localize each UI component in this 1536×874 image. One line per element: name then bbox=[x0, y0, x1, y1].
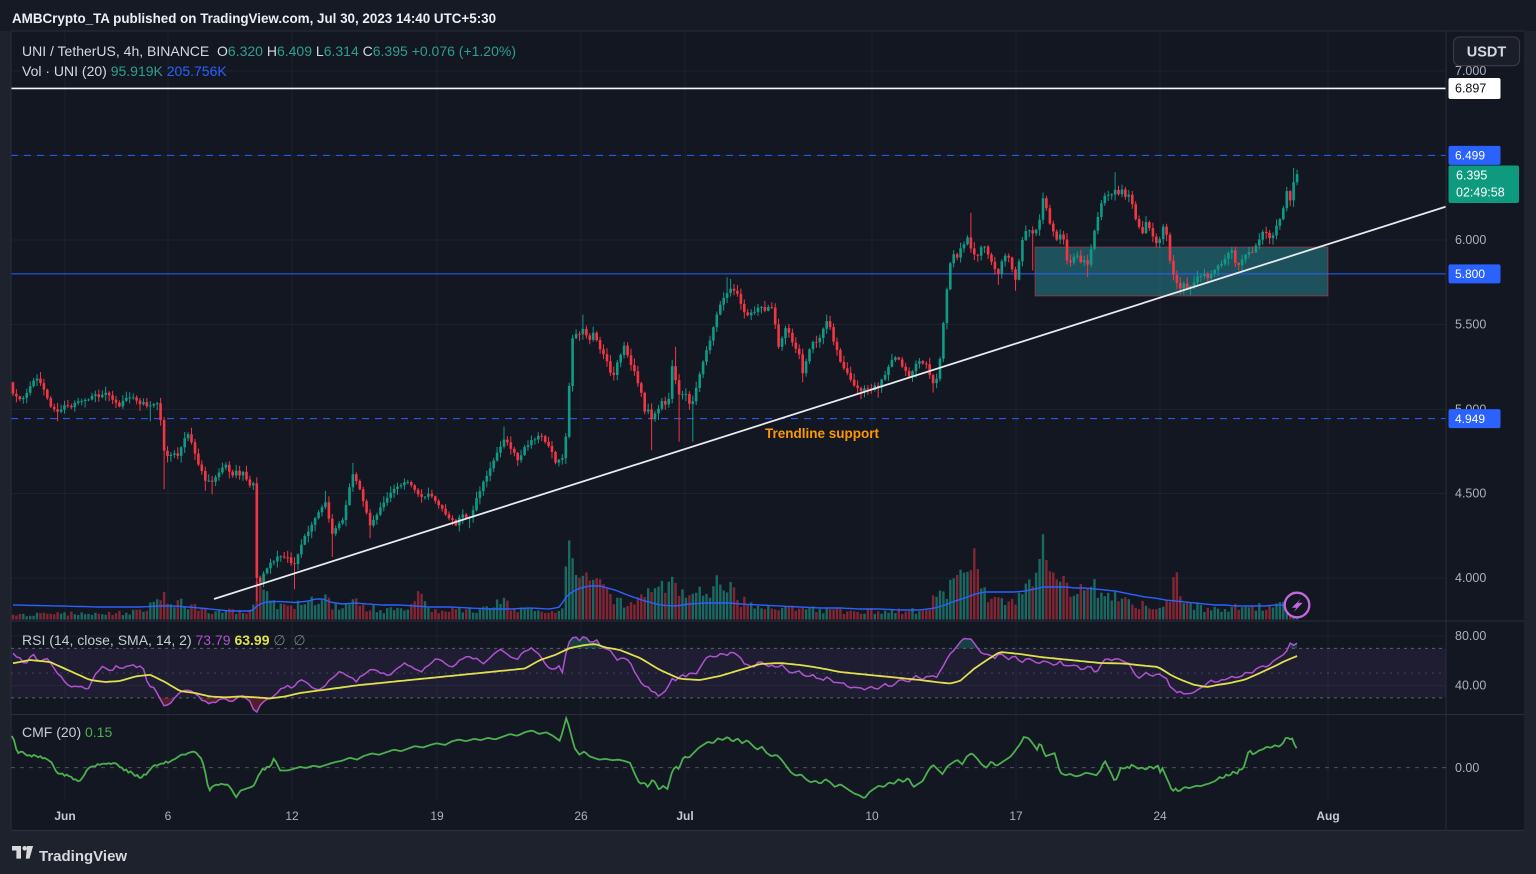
svg-text:UNI / TetherUS, 4h, BINANCE O: UNI / TetherUS, 4h, BINANCE O6.320 H6.40… bbox=[22, 43, 516, 59]
svg-text:5.800: 5.800 bbox=[1455, 267, 1485, 281]
svg-text:26: 26 bbox=[574, 809, 588, 823]
svg-text:Jul: Jul bbox=[676, 809, 693, 823]
svg-text:AMBCrypto_TA published on Trad: AMBCrypto_TA published on TradingView.co… bbox=[12, 11, 496, 26]
svg-text:12: 12 bbox=[285, 809, 299, 823]
svg-text:TradingView: TradingView bbox=[39, 848, 127, 865]
svg-text:6.395: 6.395 bbox=[1456, 169, 1487, 183]
svg-text:7.000: 7.000 bbox=[1455, 64, 1486, 78]
svg-text:6.000: 6.000 bbox=[1455, 233, 1486, 247]
svg-text:4.000: 4.000 bbox=[1455, 571, 1486, 585]
svg-text:80.00: 80.00 bbox=[1455, 629, 1486, 643]
svg-text:RSI (14, close, SMA, 14, 2) 73: RSI (14, close, SMA, 14, 2) 73.79 63.99 … bbox=[22, 632, 306, 648]
svg-text:6.897: 6.897 bbox=[1455, 82, 1486, 96]
svg-text:5.500: 5.500 bbox=[1455, 318, 1486, 332]
svg-text:4.949: 4.949 bbox=[1455, 412, 1485, 426]
svg-text:Aug: Aug bbox=[1316, 809, 1339, 823]
svg-text:4.500: 4.500 bbox=[1455, 487, 1486, 501]
svg-text:6.499: 6.499 bbox=[1455, 149, 1485, 163]
svg-text:0.00: 0.00 bbox=[1455, 761, 1479, 775]
svg-text:Trendline support: Trendline support bbox=[765, 426, 880, 441]
svg-text:24: 24 bbox=[1153, 809, 1167, 823]
svg-text:USDT: USDT bbox=[1467, 45, 1507, 61]
svg-text:Vol · UNI (20) 95.919K 205.756: Vol · UNI (20) 95.919K 205.756K bbox=[22, 63, 227, 79]
svg-text:CMF (20) 0.15: CMF (20) 0.15 bbox=[22, 724, 112, 740]
svg-text:17: 17 bbox=[1009, 809, 1023, 823]
svg-text:02:49:58: 02:49:58 bbox=[1456, 186, 1505, 200]
svg-text:10: 10 bbox=[865, 809, 879, 823]
svg-text:19: 19 bbox=[430, 809, 444, 823]
svg-text:Jun: Jun bbox=[54, 809, 75, 823]
svg-text:40.00: 40.00 bbox=[1455, 679, 1486, 693]
svg-text:6: 6 bbox=[165, 809, 172, 823]
